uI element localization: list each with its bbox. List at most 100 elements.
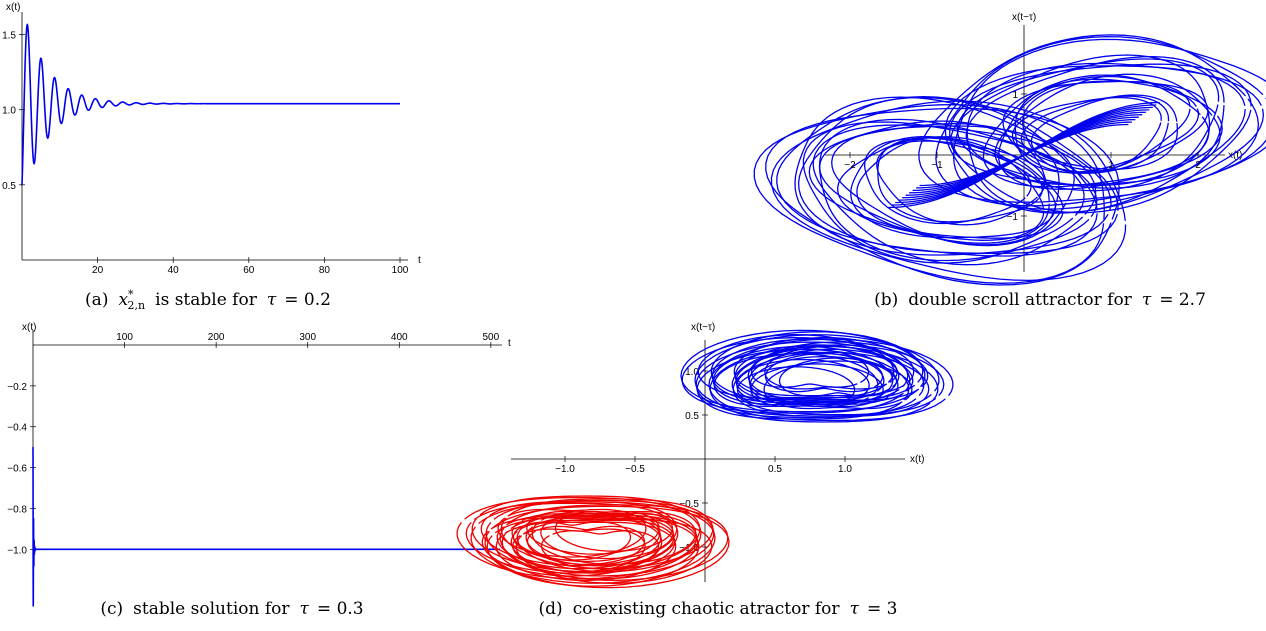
attractor-loop	[486, 515, 700, 587]
panel-d-ylabel: x(t−τ)	[691, 322, 715, 333]
x-tick-label: −0.5	[625, 464, 645, 475]
y-tick-label: 1.0	[685, 367, 699, 378]
x-tick-label: 200	[208, 332, 225, 343]
attractor-loop	[764, 345, 898, 390]
x-tick-label: 40	[168, 265, 180, 276]
y-tick-label: −1.0	[679, 543, 699, 554]
y-tick-label: −0.5	[679, 499, 699, 510]
panel-c-caption: (c) stable solution for τ = 0.3	[100, 599, 363, 619]
attractor-loop	[778, 357, 898, 397]
attractor-loop	[1002, 80, 1191, 174]
attractor-loop	[952, 38, 1266, 210]
x-tick-label: 1.0	[838, 464, 852, 475]
y-tick-label: −0.4	[7, 423, 27, 434]
attractor-loop	[456, 496, 702, 580]
panel-a-ylabel: x(t)	[6, 2, 20, 13]
attractor-loop	[709, 345, 939, 423]
attractor-loop	[794, 96, 1112, 256]
x-tick-label: −2	[844, 160, 856, 171]
attractor-loop	[808, 120, 1050, 244]
panel-d-upper-attractor	[680, 329, 954, 423]
attractor-loop	[876, 140, 1046, 226]
x-tick-label: 400	[391, 332, 408, 343]
attractor-loop	[1030, 94, 1178, 170]
attractor-loop	[710, 331, 924, 403]
attractor-loop	[484, 505, 730, 589]
attractor-loop	[694, 334, 940, 417]
attractor-loop	[776, 96, 1098, 257]
attractor-loop	[997, 75, 1223, 190]
panel-b-attractor	[753, 34, 1266, 286]
attractor-loop	[713, 353, 879, 408]
attractor-loop	[994, 73, 1221, 186]
attractor-loop	[470, 501, 716, 584]
attractor-loop	[485, 499, 715, 577]
panel-a-caption: (a) x* 2,n is stable for τ = 0.2	[85, 288, 331, 313]
y-tick-label: −1.0	[7, 545, 27, 556]
panel-c-xlabel: t	[508, 338, 511, 349]
attractor-loop	[837, 136, 1045, 241]
attractor-loop	[681, 337, 911, 414]
attractor-loop	[864, 138, 1032, 225]
panel-d: x(t−τ) x(t) −1.0 −0.5 0.5 1.0 1.0 0.5 −0.5 −1.0…	[456, 322, 954, 619]
panel-c-series-line	[32, 447, 501, 607]
attractor-loop	[516, 512, 698, 573]
panel-b-xlabel: x(t)	[1228, 150, 1242, 161]
attractor-loop	[949, 63, 1252, 214]
x-tick-label: 300	[299, 332, 316, 343]
panel-a-xlabel: t	[418, 255, 421, 266]
y-tick-label: 1.5	[2, 31, 16, 42]
y-tick-label: 1	[1012, 90, 1018, 101]
x-tick-label: 2	[1195, 160, 1201, 171]
attractor-loop	[515, 518, 713, 584]
x-tick-label: −1	[931, 160, 943, 171]
x-tick-label: 0.5	[768, 464, 782, 475]
x-tick-label: 500	[482, 332, 499, 343]
attractor-loop	[797, 96, 1119, 254]
y-tick-label: −0.6	[7, 464, 27, 475]
panel-b: x(t−τ) x(t) −2 −1 1 2 −1 1 (b) double scroll …	[753, 12, 1266, 310]
x-tick-label: −1.0	[555, 464, 575, 475]
x-tick-label: 100	[116, 332, 133, 343]
panel-b-caption: (b) double scroll attractor for τ = 2.7	[874, 290, 1206, 310]
y-tick-label: −0.2	[7, 382, 27, 393]
attractor-loop	[711, 338, 909, 404]
attractor-loop	[471, 495, 701, 573]
panel-b-ylabel: x(t−τ)	[1012, 12, 1036, 23]
attractor-loop	[680, 329, 926, 413]
y-tick-label: 1.0	[2, 106, 16, 117]
attractor-loop	[812, 124, 1097, 266]
panel-d-lower-attractor	[456, 495, 730, 589]
attractor-loop	[499, 504, 729, 581]
panel-c-ylabel: x(t)	[22, 322, 36, 333]
attractor-loop	[512, 528, 646, 573]
panel-a-series-line	[21, 23, 400, 185]
attractor-loop	[531, 510, 697, 565]
panel-a: x(t) t 20 40 60 80 100 0.5 1.0 1.5 (a) x* 2,n is…	[2, 2, 421, 313]
attractor-loop	[501, 514, 699, 580]
y-tick-label: 0.5	[685, 411, 699, 422]
attractor-loop	[712, 345, 894, 406]
attractor-loop	[708, 338, 954, 422]
x-tick-label: 60	[243, 265, 255, 276]
attractor-loop	[526, 510, 660, 555]
attractor-loop	[697, 334, 895, 400]
attractor-loop	[695, 341, 925, 419]
attractor-loop	[856, 136, 1064, 239]
y-tick-label: −1	[1007, 212, 1019, 223]
attractor-loop	[512, 521, 632, 561]
y-tick-label: 0.5	[2, 181, 16, 192]
attractor-loop	[750, 363, 884, 408]
x-tick-label: 1	[1108, 160, 1114, 171]
x-tick-label: 20	[92, 265, 104, 276]
panel-c: x(t) t 100 200 300 400 500 −0.2 −0.4 −0.6 −0.8 −1…	[7, 322, 511, 619]
attractor-bridge	[888, 101, 1160, 209]
x-tick-label: 100	[392, 265, 409, 276]
panel-d-caption: (d) co-existing chaotic atractor for τ =…	[539, 599, 898, 619]
x-tick-label: 80	[319, 265, 331, 276]
y-tick-label: −0.8	[7, 504, 27, 515]
panel-d-xlabel: x(t)	[910, 454, 924, 465]
attractor-loop	[950, 54, 1211, 186]
attractor-loop	[831, 125, 1075, 247]
